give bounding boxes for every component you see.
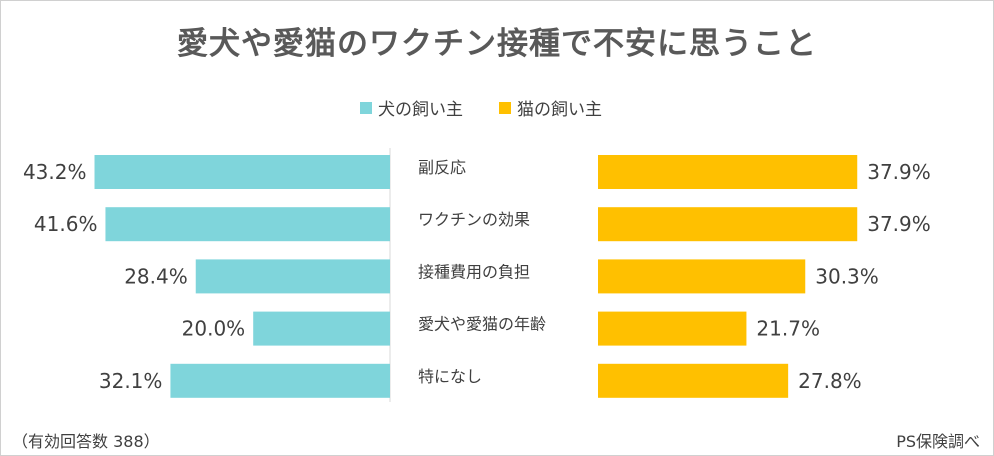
bar-dog-4 [170, 363, 390, 398]
bar-dog-1 [105, 207, 391, 242]
bar-dog-0 [94, 155, 391, 189]
chart-title: 愛犬や愛猫のワクチン接種で不安に思うこと [177, 26, 817, 62]
bar-cat-2 [598, 259, 806, 294]
bar-dog-3 [253, 311, 390, 346]
legend-item-cat: 猫の飼い主 [499, 95, 602, 120]
bar-cat-3 [598, 311, 747, 346]
sample-size-note: （有効回答数 388） [12, 432, 160, 451]
data-label-cat-4: 27.8% [798, 369, 862, 393]
data-label-cat-0: 37.9% [867, 160, 931, 184]
category-label-1: ワクチンの効果 [418, 210, 530, 229]
legend: 犬の飼い主 猫の飼い主 [360, 95, 638, 120]
category-label-3: 愛犬や愛猫の年齢 [418, 315, 546, 334]
legend-label-cat: 猫の飼い主 [517, 100, 602, 120]
data-label-cat-3: 21.7% [756, 317, 820, 341]
data-label-dog-0: 43.2% [23, 160, 87, 184]
bar-cat-0 [598, 155, 858, 189]
category-label-0: 副反応 [418, 158, 466, 177]
bar-cat-1 [598, 207, 858, 242]
legend-swatch-dog [360, 101, 372, 114]
legend-label-dog: 犬の飼い主 [378, 100, 463, 120]
data-label-dog-4: 32.1% [99, 369, 163, 393]
data-label-dog-1: 41.6% [34, 212, 98, 236]
data-label-cat-1: 37.9% [867, 212, 931, 236]
data-label-cat-2: 30.3% [815, 264, 879, 288]
legend-swatch-cat [499, 101, 511, 114]
data-label-dog-3: 20.0% [182, 317, 246, 341]
data-label-dog-2: 28.4% [124, 264, 188, 288]
legend-item-dog: 犬の飼い主 [360, 95, 463, 120]
category-label-4: 特になし [418, 367, 482, 386]
category-label-2: 接種費用の負担 [418, 262, 530, 281]
source-note: PS保険調べ [896, 432, 980, 451]
bar-dog-2 [195, 259, 390, 294]
bar-cat-4 [598, 363, 789, 398]
